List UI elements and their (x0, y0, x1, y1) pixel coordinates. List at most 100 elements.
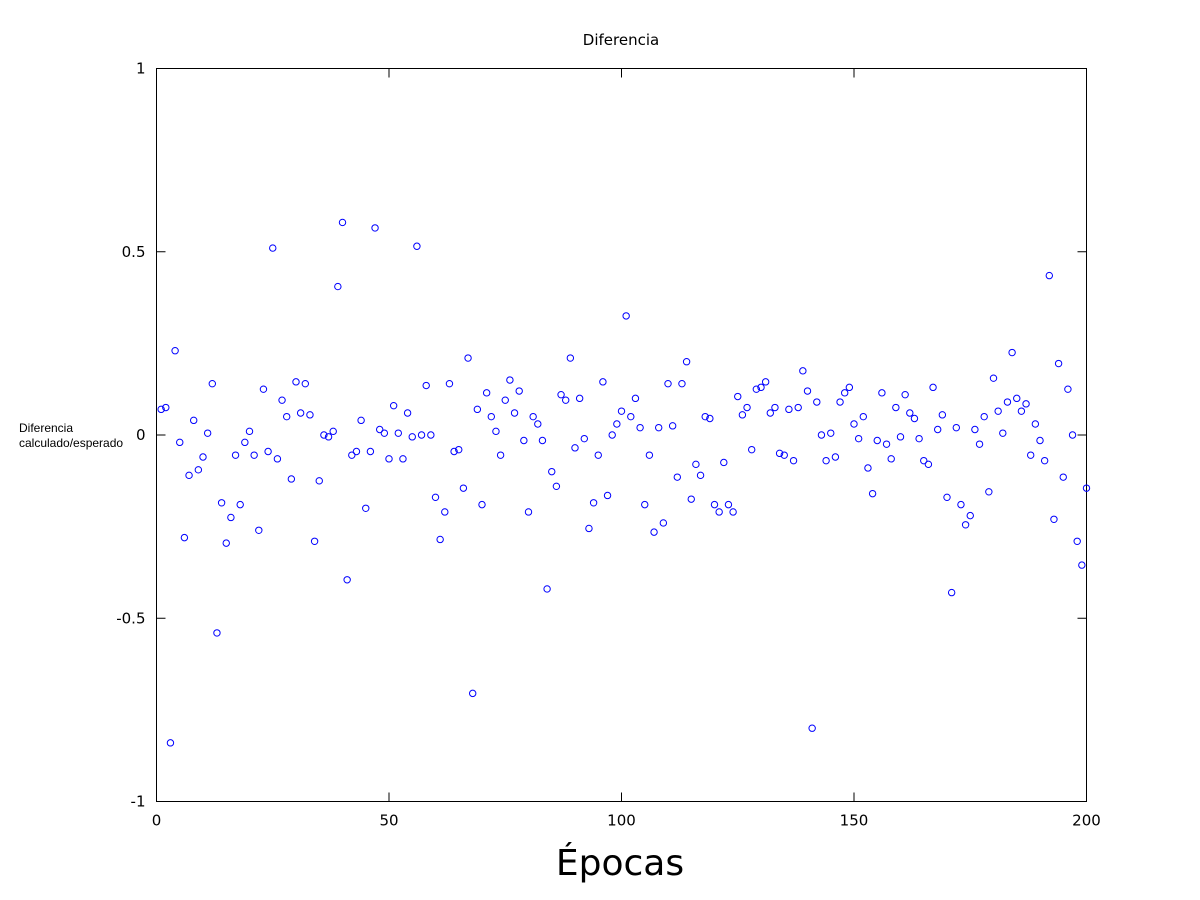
data-point (743, 403, 751, 412)
x-tick-label: 0 (152, 812, 162, 830)
data-point (352, 447, 361, 456)
data-point (283, 412, 291, 421)
data-point (334, 282, 342, 291)
data-point (608, 431, 616, 439)
data-point (1050, 515, 1058, 523)
data-point (552, 482, 561, 491)
data-point (594, 451, 602, 459)
data-point (1031, 420, 1040, 428)
data-point (873, 436, 881, 445)
data-point (385, 455, 393, 463)
data-point (529, 412, 537, 421)
data-point (864, 464, 872, 472)
data-point (1036, 436, 1044, 445)
data-point (710, 500, 719, 509)
data-point (692, 460, 700, 469)
data-point (813, 398, 821, 406)
data-point (757, 383, 765, 392)
data-point (803, 387, 812, 395)
data-point (636, 423, 644, 432)
y-tick-label: 1 (136, 60, 146, 78)
data-point (752, 385, 761, 393)
data-point (1022, 400, 1030, 408)
data-point (789, 456, 798, 465)
plot-frame (156, 68, 1087, 802)
data-point (868, 489, 877, 498)
data-point (380, 429, 389, 437)
data-point (975, 440, 984, 448)
data-point (194, 466, 203, 474)
data-point (687, 495, 695, 503)
data-point (190, 416, 198, 425)
data-point (510, 409, 519, 417)
data-point (961, 521, 970, 529)
data-point (845, 383, 854, 392)
data-point (985, 488, 993, 496)
data-point (176, 438, 184, 447)
data-point (771, 403, 779, 412)
chart-title: Diferencia (583, 31, 659, 49)
data-point (255, 526, 263, 534)
data-point (1008, 348, 1016, 357)
data-point (850, 420, 858, 428)
data-point (1003, 398, 1012, 406)
data-point (422, 381, 430, 390)
y-tick-label: 0.5 (122, 243, 146, 261)
data-point (273, 455, 282, 463)
data-point (915, 434, 923, 443)
data-point (436, 535, 444, 544)
data-point (538, 436, 547, 445)
data-point (506, 376, 514, 384)
data-point (464, 354, 472, 362)
data-point (222, 539, 230, 547)
data-point (217, 499, 226, 507)
data-point (617, 407, 626, 415)
data-point (650, 528, 658, 536)
data-point (371, 224, 379, 232)
data-point (455, 445, 463, 454)
data-point (775, 449, 784, 458)
data-point (473, 405, 482, 414)
y-tick-label: -1 (131, 793, 146, 811)
data-point (901, 390, 909, 399)
data-point (1027, 451, 1035, 459)
y-axis-label-line-2: calculado/esperado (19, 436, 123, 450)
data-point (403, 409, 412, 417)
data-point (315, 477, 323, 485)
data-point (934, 425, 942, 434)
data-point (543, 585, 551, 593)
data-point (831, 453, 840, 461)
data-points (157, 218, 1091, 747)
data-point (989, 374, 998, 382)
data-point (622, 312, 630, 320)
data-point (329, 427, 337, 436)
data-point (287, 475, 296, 483)
x-tick-label: 200 (1072, 812, 1101, 830)
x-tick-label: 100 (607, 812, 636, 830)
data-point (310, 537, 319, 545)
data-point (1045, 271, 1054, 280)
data-point (278, 396, 286, 404)
data-point (362, 504, 370, 512)
data-point (854, 434, 863, 443)
y-tick-label: -0.5 (116, 609, 145, 627)
data-point (696, 471, 705, 480)
data-point (882, 440, 891, 448)
data-point (780, 451, 788, 459)
data-point (896, 433, 905, 441)
data-point (520, 436, 528, 445)
data-point (966, 511, 974, 520)
data-point (571, 444, 579, 452)
data-point (980, 412, 988, 421)
data-point (655, 423, 663, 432)
data-point (971, 425, 979, 434)
data-point (836, 398, 844, 406)
data-point (822, 456, 830, 465)
data-point (994, 407, 1002, 415)
data-point (892, 403, 900, 412)
data-point (1017, 407, 1026, 415)
data-point (734, 392, 742, 401)
data-point (947, 588, 956, 597)
y-tick-label: 0 (136, 426, 146, 444)
